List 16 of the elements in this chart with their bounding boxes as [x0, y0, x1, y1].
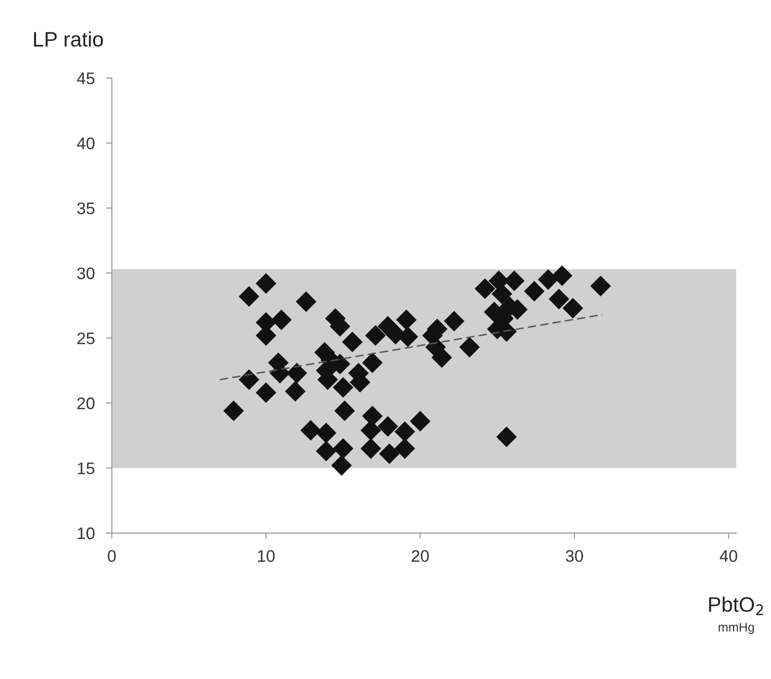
x-tick-label: 20 — [412, 550, 429, 562]
text: mmHg — [718, 622, 754, 634]
y-tick-label: 40 — [76, 137, 94, 150]
y-axis-title: LP ratio — [34, 31, 103, 47]
y-tick-label: 35 — [77, 202, 94, 214]
y-tick-label: 25 — [77, 332, 94, 344]
x-tick-label: 10 — [258, 550, 275, 562]
x-tick-label: 30 — [566, 550, 584, 562]
y-tick-label: 45 — [76, 72, 94, 84]
x-tick-label: 0 — [108, 550, 116, 562]
x-axis-title: PbtO$_{2}$ — [709, 596, 763, 616]
y-tick-label: 20 — [77, 397, 94, 410]
x-tick-label: 40 — [720, 550, 738, 562]
y-tick-label: 30 — [77, 267, 94, 280]
y-tick-label: 10 — [78, 527, 94, 540]
y-tick-label: 15 — [78, 462, 94, 474]
